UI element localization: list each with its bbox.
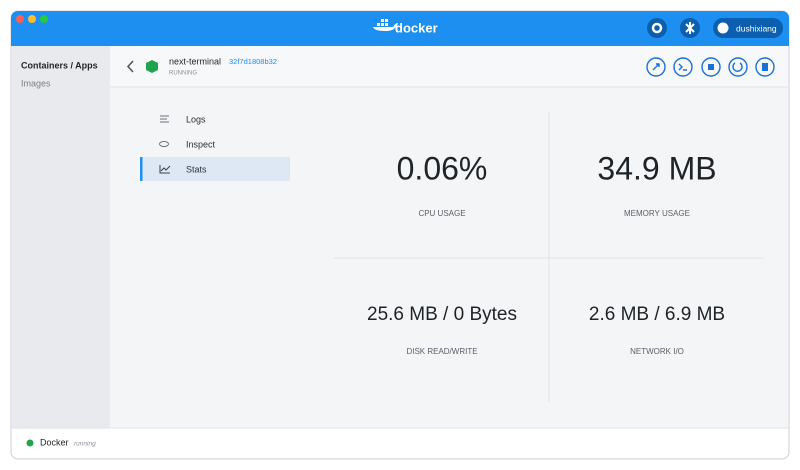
sidebar [12, 46, 110, 428]
sidebar-item[interactable]: Images [21, 78, 51, 88]
open-browser-button[interactable] [646, 57, 666, 77]
container-icon [146, 60, 158, 73]
status-dot [26, 439, 34, 447]
cli-button[interactable] [673, 57, 693, 77]
docker-logo [373, 19, 398, 31]
settings-icon [651, 22, 663, 34]
stop-icon [708, 64, 714, 70]
settings-button[interactable] [647, 18, 667, 38]
logs-icon [160, 115, 169, 123]
restart-button[interactable] [728, 57, 748, 77]
restart-icon [732, 62, 743, 72]
user-menu[interactable] [713, 18, 783, 38]
container-name: next-terminal [169, 56, 221, 66]
delete-button[interactable] [755, 57, 775, 77]
stat-value: 2.6 MB / 6.9 MB [589, 304, 725, 325]
container-status: RUNNING [169, 71, 197, 77]
tab[interactable]: Inspect [186, 139, 216, 149]
stat-value: 25.6 MB / 0 Bytes [367, 304, 517, 325]
footer-app: Docker [40, 437, 69, 447]
back-button[interactable] [126, 60, 134, 73]
tab[interactable]: Logs [186, 114, 206, 124]
minimize-button[interactable] [28, 15, 36, 23]
bug-icon [685, 22, 695, 34]
tab-indicator [140, 157, 143, 181]
stat-label: NETWORK I/O [630, 347, 684, 356]
user-name: dushixiang [736, 23, 777, 33]
footer-state: running [74, 441, 96, 448]
stat-label: DISK READ/WRITE [406, 347, 477, 356]
delete-icon [762, 63, 768, 71]
cli-icon [678, 63, 687, 71]
container-id[interactable]: 32f7d1808b32 [229, 57, 277, 66]
container-header [110, 46, 788, 87]
open-icon [652, 63, 660, 71]
sidebar-item[interactable]: Containers / Apps [21, 60, 98, 70]
stat-value: 34.9 MB [597, 150, 716, 186]
inspect-icon [159, 141, 169, 147]
user-avatar [717, 22, 729, 34]
zoom-button[interactable] [40, 15, 48, 23]
logo-text: docker [395, 20, 438, 35]
stat-label: MEMORY USAGE [624, 209, 690, 218]
stat-value: 0.06% [397, 150, 488, 186]
tab[interactable]: Stats [186, 164, 207, 174]
stop-button[interactable] [701, 57, 721, 77]
stat-label: CPU USAGE [418, 209, 465, 218]
stats-icon [159, 165, 171, 174]
title-bar [11, 11, 789, 46]
close-button[interactable] [16, 15, 24, 23]
footer [12, 428, 788, 458]
